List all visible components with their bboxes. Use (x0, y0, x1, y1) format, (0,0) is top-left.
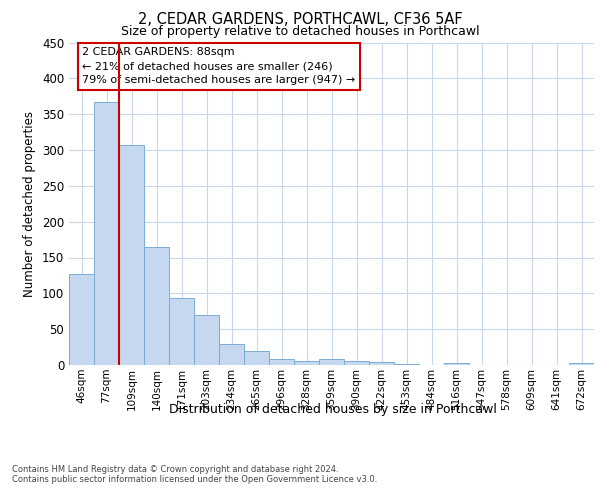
Text: Distribution of detached houses by size in Porthcawl: Distribution of detached houses by size … (169, 402, 497, 415)
Bar (294, 360, 319, 365)
Bar (369, 362, 394, 365)
Bar (269, 360, 294, 365)
Text: Contains HM Land Registry data © Crown copyright and database right 2024.
Contai: Contains HM Land Registry data © Crown c… (12, 465, 377, 484)
Bar (194, 315, 219, 365)
Y-axis label: Number of detached properties: Number of detached properties (23, 111, 37, 296)
Bar (344, 362, 369, 365)
Text: 2, CEDAR GARDENS, PORTHCAWL, CF36 5AF: 2, CEDAR GARDENS, PORTHCAWL, CF36 5AF (137, 12, 463, 28)
Bar (169, 298, 194, 365)
Bar (144, 246, 169, 365)
Bar (569, 363, 594, 365)
Bar (69, 274, 94, 365)
Text: 2 CEDAR GARDENS: 88sqm
← 21% of detached houses are smaller (246)
79% of semi-de: 2 CEDAR GARDENS: 88sqm ← 21% of detached… (82, 48, 355, 86)
Bar (219, 344, 244, 365)
Bar (394, 364, 419, 365)
Bar (94, 102, 119, 365)
Bar (319, 360, 344, 365)
Bar (444, 363, 469, 365)
Bar (244, 350, 269, 365)
Bar (119, 145, 144, 365)
Text: Size of property relative to detached houses in Porthcawl: Size of property relative to detached ho… (121, 25, 479, 38)
